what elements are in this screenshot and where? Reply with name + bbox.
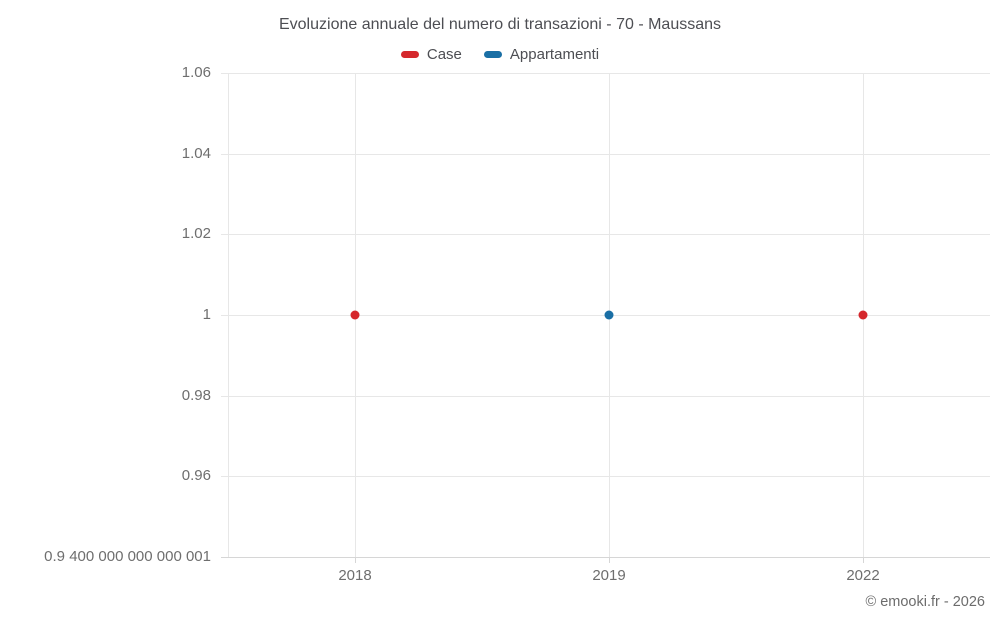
x-axis-label: 2022 xyxy=(846,567,880,584)
appartamenti-series-swatch-icon xyxy=(483,51,502,58)
copyright-credit: © emooki.fr - 2026 xyxy=(865,594,985,610)
y-axis-label: 0.96 xyxy=(181,467,211,485)
y-axis-label: 0.9 400 000 000 000 001 xyxy=(44,548,211,565)
legend-label-appartamenti: Appartamenti xyxy=(509,46,600,63)
plot-left-border xyxy=(228,73,229,557)
x-axis-tick xyxy=(355,557,356,563)
gridline-y xyxy=(221,476,990,478)
case-series-swatch-icon xyxy=(400,51,419,58)
x-axis-tick xyxy=(609,557,610,563)
y-axis-label: 1.02 xyxy=(181,225,211,243)
y-axis-label: 1.04 xyxy=(181,144,211,162)
x-axis-tick xyxy=(863,557,864,563)
data-point-case-2022[interactable] xyxy=(858,310,868,320)
x-axis-label: 2019 xyxy=(592,567,626,584)
gridline-y xyxy=(221,234,990,236)
chart-title: Evoluzione annuale del numero di transaz… xyxy=(278,16,722,33)
x-axis-label: 2018 xyxy=(338,567,372,584)
legend-item-appartamenti[interactable]: Appartamenti xyxy=(483,46,600,63)
chart-legend: Case Appartamenti xyxy=(0,46,1000,63)
gridline-y xyxy=(221,73,990,74)
gridline-y xyxy=(221,395,990,397)
y-axis-label: 0.98 xyxy=(181,386,211,404)
data-point-appartamenti-2019[interactable] xyxy=(604,310,614,320)
gridline-y xyxy=(221,153,990,155)
legend-item-case[interactable]: Case xyxy=(400,46,462,63)
y-axis-label: 1 xyxy=(202,306,211,323)
y-axis-label: 1.06 xyxy=(181,64,211,81)
legend-label-case: Case xyxy=(426,46,462,63)
data-point-case-2018[interactable] xyxy=(350,310,360,320)
gridline-y xyxy=(221,557,990,558)
